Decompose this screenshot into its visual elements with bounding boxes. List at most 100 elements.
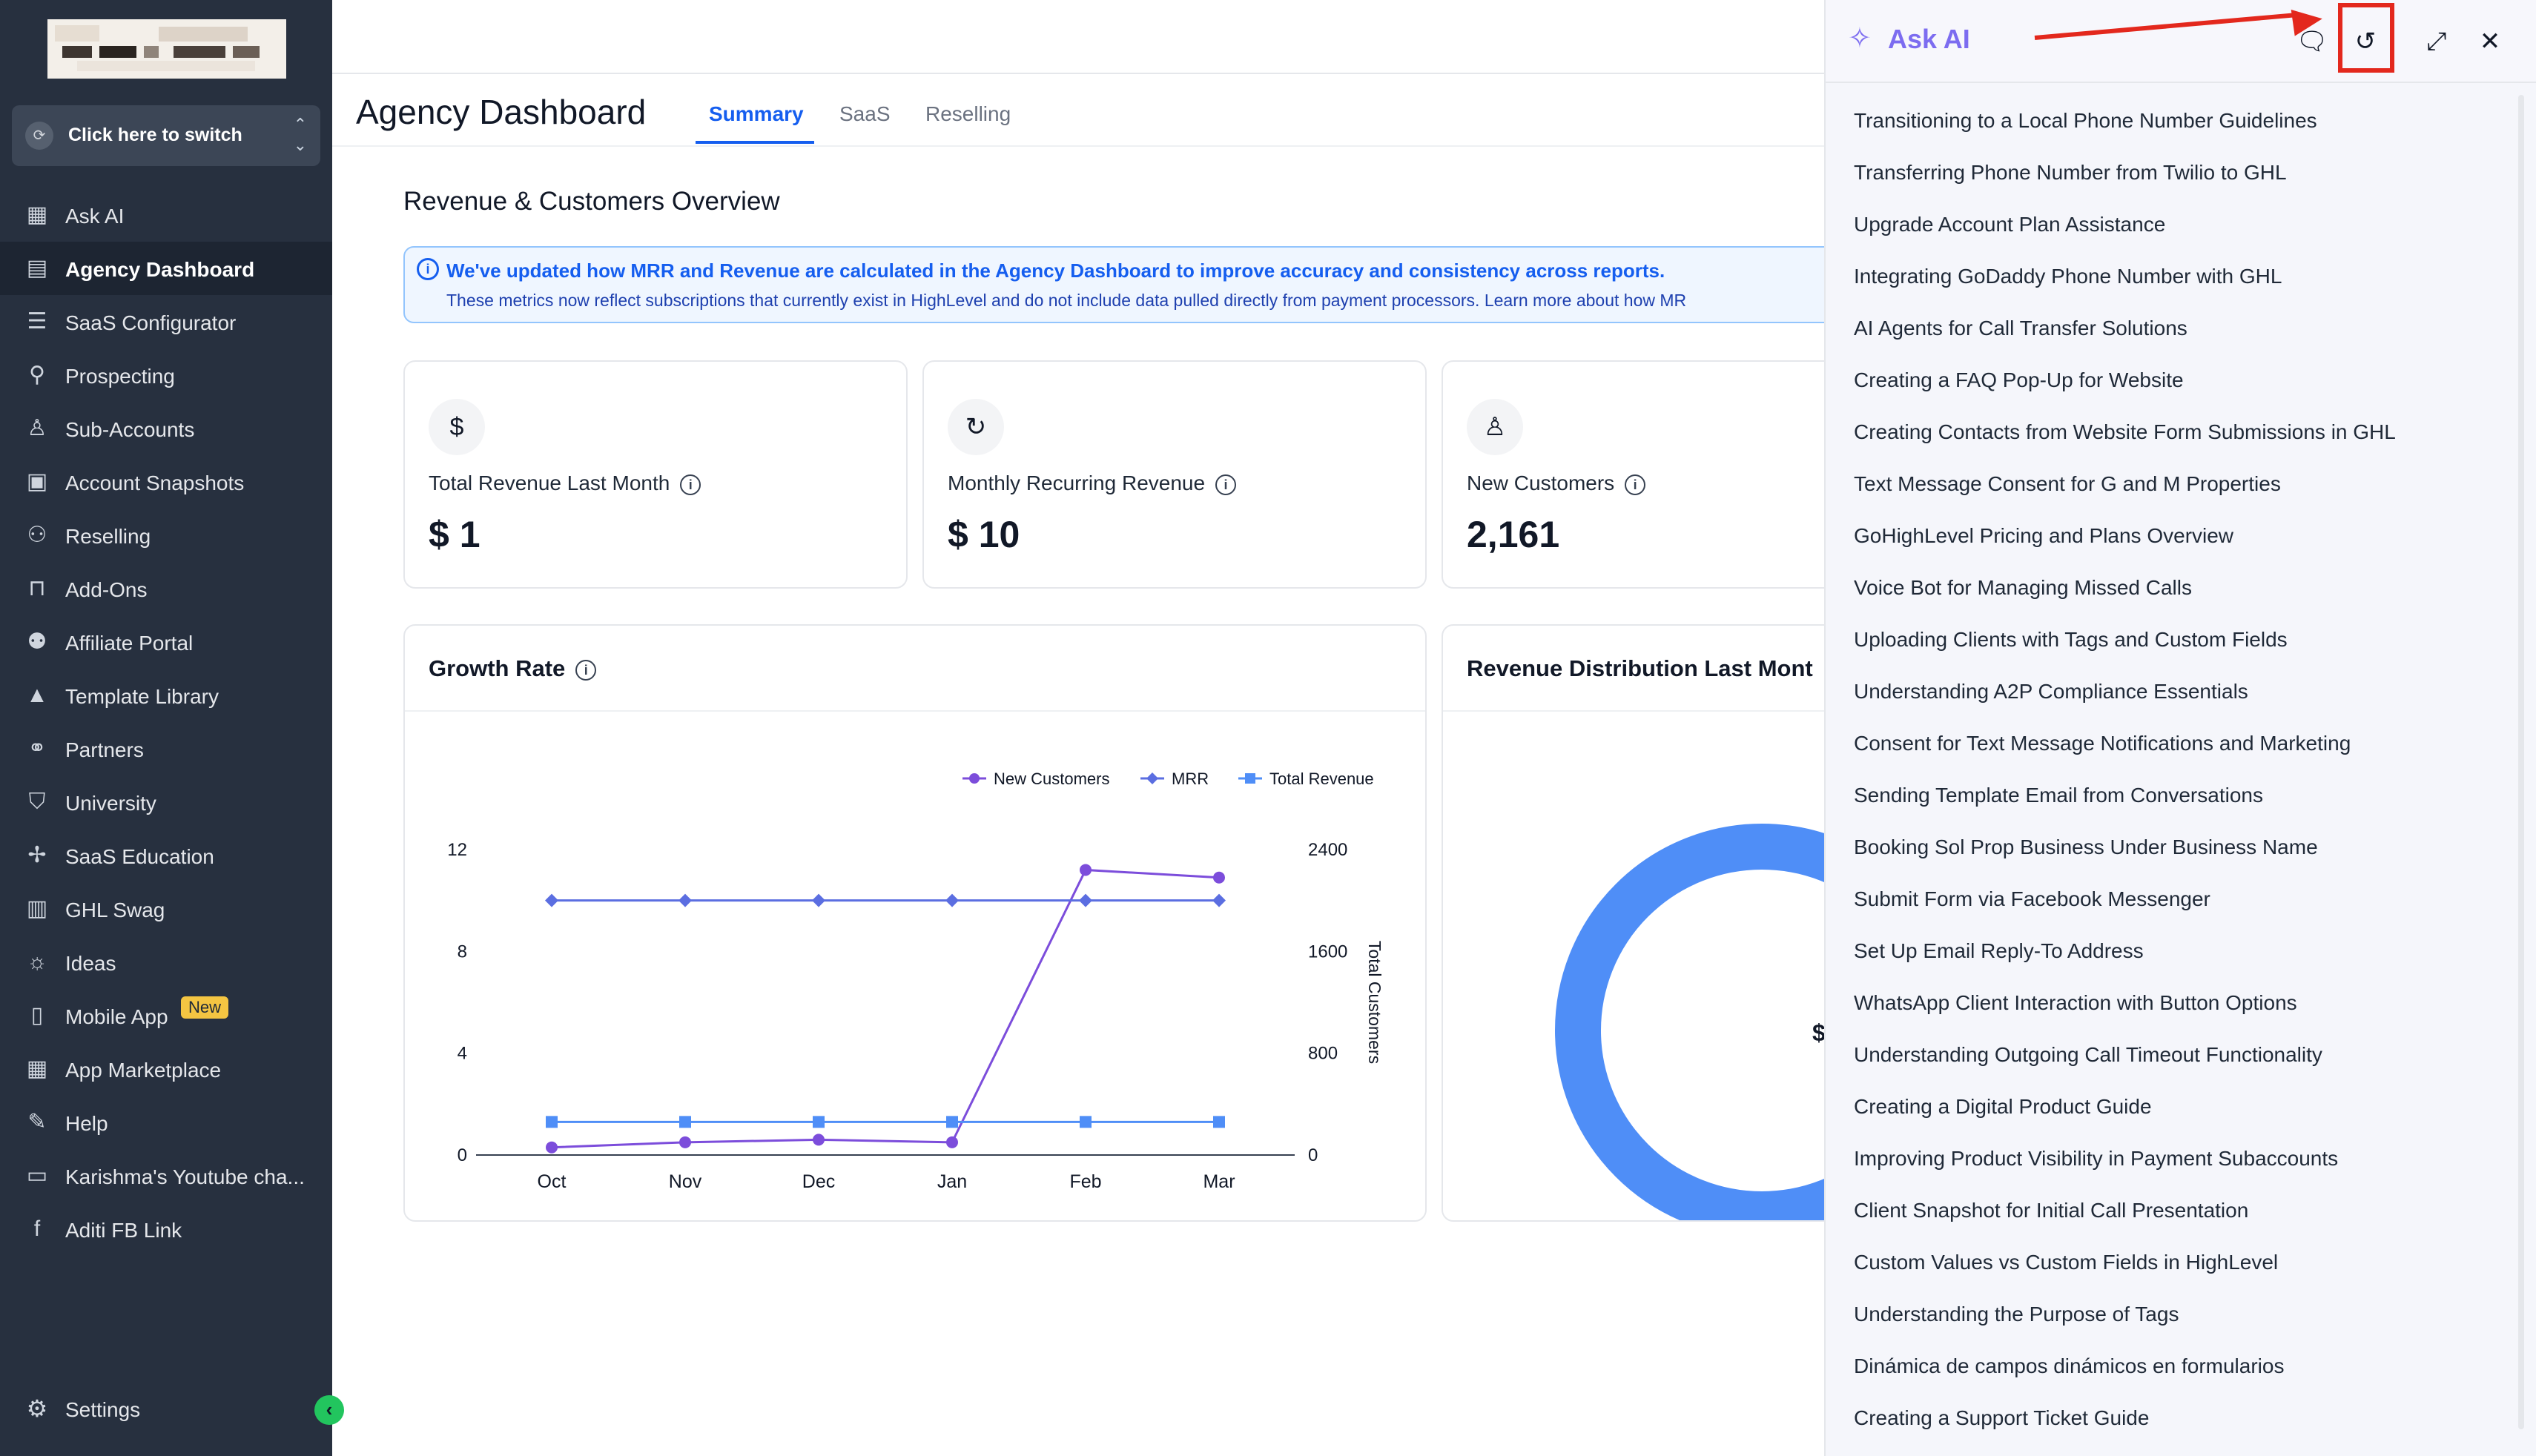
chat-history-item[interactable]: Sending Template Email from Conversation…: [1854, 784, 2263, 807]
donut-ring: [1555, 824, 1944, 1220]
data-point[interactable]: [1212, 893, 1226, 907]
data-point[interactable]: [678, 893, 692, 907]
tab-summary[interactable]: Summary: [709, 102, 804, 125]
chat-history-item[interactable]: AI Agents for Call Transfer Solutions: [1854, 317, 2187, 340]
sidebar-item-reselling[interactable]: ⚇ Reselling: [0, 509, 332, 562]
chat-history-item[interactable]: Creating a Support Ticket Guide: [1854, 1406, 2150, 1429]
data-point[interactable]: [812, 893, 825, 907]
sidebar-item-saas-education[interactable]: ✢ SaaS Education: [0, 829, 332, 882]
data-point[interactable]: [1080, 1116, 1092, 1128]
chat-history-item[interactable]: Creating Contacts from Website Form Subm…: [1854, 420, 2396, 443]
bars-icon: ☰: [27, 309, 47, 334]
close-icon[interactable]: ✕: [2479, 27, 2501, 56]
legend-label[interactable]: Total Revenue: [1269, 770, 1374, 788]
y-right-axis-label: Total Customers: [1365, 941, 1384, 1064]
data-point[interactable]: [679, 1116, 691, 1128]
network-icon: ⚇: [27, 523, 47, 547]
data-point[interactable]: [946, 1116, 958, 1128]
sidebar-item-label: Account Snapshots: [65, 471, 245, 494]
chat-history-item[interactable]: Set Up Email Reply-To Address: [1854, 939, 2144, 962]
chat-history-item[interactable]: Improving Product Visibility in Payment …: [1854, 1147, 2339, 1170]
collapse-sidebar-button[interactable]: ‹: [314, 1395, 344, 1425]
sidebar-item-ghl-swag[interactable]: ▥ GHL Swag: [0, 882, 332, 936]
chat-history-item[interactable]: Understanding Outgoing Call Timeout Func…: [1854, 1043, 2322, 1066]
info-icon[interactable]: i: [1625, 474, 1646, 495]
data-point[interactable]: [546, 1141, 558, 1154]
gear-icon: ⚙: [26, 1395, 48, 1422]
data-point[interactable]: [813, 1134, 825, 1146]
data-point[interactable]: [946, 1136, 958, 1148]
sidebar-item-add-ons[interactable]: ⊓ Add-Ons: [0, 562, 332, 615]
sidebar-nav: ▦ Ask AI ▤ Agency Dashboard ☰ SaaS Configurat…: [0, 188, 332, 1256]
chat-history-item[interactable]: Booking Sol Prop Business Under Business…: [1854, 835, 2318, 858]
history-icon[interactable]: ↺: [2354, 27, 2377, 56]
chat-history-item[interactable]: Understanding the Purpose of Tags: [1854, 1303, 2179, 1326]
sidebar-item-university[interactable]: ⛉ University: [0, 775, 332, 829]
history-scrollbar[interactable]: [2518, 95, 2524, 1429]
chat-history-item[interactable]: Uploading Clients with Tags and Custom F…: [1854, 628, 2288, 651]
legend-label[interactable]: MRR: [1172, 770, 1209, 788]
info-icon[interactable]: i: [575, 659, 597, 681]
new-chat-icon[interactable]: 🗨: [2296, 27, 2328, 56]
grid-icon: ▦: [26, 202, 48, 227]
data-point[interactable]: [1080, 864, 1092, 876]
sidebar-item-affiliate-portal[interactable]: ⚉ Affiliate Portal: [0, 615, 332, 669]
data-point[interactable]: [813, 1116, 825, 1128]
chat-history-item[interactable]: Submit Form via Facebook Messenger: [1854, 887, 2210, 910]
y-left-tick-label: 0: [458, 1145, 467, 1165]
data-point[interactable]: [679, 1136, 691, 1148]
chat-history-item[interactable]: WhatsApp Client Interaction with Button …: [1854, 991, 2297, 1014]
sidebar-item-settings[interactable]: ⚙ Settings: [0, 1382, 332, 1435]
chat-history-item[interactable]: Integrating GoDaddy Phone Number with GH…: [1854, 265, 2282, 288]
data-point[interactable]: [945, 893, 959, 907]
expand-icon[interactable]: ⤢: [2426, 27, 2447, 56]
chat-history-item[interactable]: Creating a FAQ Pop-Up for Website: [1854, 368, 2184, 391]
data-point[interactable]: [1079, 893, 1092, 907]
active-tab-indicator: [696, 141, 814, 144]
chat-history-item[interactable]: Voice Bot for Managing Missed Calls: [1854, 576, 2192, 599]
chat-history-item[interactable]: Upgrade Account Plan Assistance: [1854, 213, 2166, 236]
sidebar-item-template-library[interactable]: ▲ Template Library: [0, 669, 332, 722]
legend-label[interactable]: New Customers: [994, 770, 1109, 788]
agency-logo[interactable]: [47, 19, 286, 79]
chat-history-item[interactable]: Transferring Phone Number from Twilio to…: [1854, 161, 2287, 184]
sidebar-item-ideas[interactable]: ☼ Ideas: [0, 936, 332, 989]
sidebar-item-label: GHL Swag: [65, 899, 165, 921]
sidebar-item-saas-configurator[interactable]: ☰ SaaS Configurator: [0, 295, 332, 348]
sidebar-item-app-marketplace[interactable]: ▦ App Marketplace: [0, 1042, 332, 1096]
sidebar-item-prospecting[interactable]: ⚲ Prospecting: [0, 348, 332, 402]
chat-history-item[interactable]: Text Message Consent for G and M Propert…: [1854, 472, 2281, 495]
chat-history-item[interactable]: Creating a Digital Product Guide: [1854, 1095, 2152, 1118]
account-switcher[interactable]: ⟳ Click here to switch ⌃ ⌄: [12, 105, 320, 166]
sidebar-item-aditi-fb-link[interactable]: f Aditi FB Link: [0, 1202, 332, 1256]
info-icon[interactable]: i: [1215, 474, 1237, 495]
ask-ai-title: Ask AI: [1888, 24, 1970, 54]
sidebar-item-agency-dashboard[interactable]: ▤ Agency Dashboard: [0, 242, 332, 295]
data-point[interactable]: [545, 893, 558, 907]
chat-history-item[interactable]: Understanding A2P Compliance Essentials: [1854, 680, 2248, 703]
chat-history-item[interactable]: Client Snapshot for Initial Call Present…: [1854, 1199, 2249, 1222]
chat-history-item[interactable]: Dinámica de campos dinámicos en formular…: [1854, 1354, 2285, 1377]
chat-history-item[interactable]: Consent for Text Message Notifications a…: [1854, 732, 2351, 755]
data-point[interactable]: [1213, 871, 1225, 884]
sidebar-item-help[interactable]: ✎ Help: [0, 1096, 332, 1149]
chat-history-item[interactable]: Transitioning to a Local Phone Number Gu…: [1854, 109, 2317, 132]
notice-body[interactable]: These metrics now reflect subscriptions …: [446, 291, 1687, 310]
info-icon[interactable]: i: [680, 474, 701, 495]
chat-history-item[interactable]: GoHighLevel Pricing and Plans Overview: [1854, 524, 2234, 547]
tab-saas[interactable]: SaaS: [839, 102, 891, 125]
sidebar-item-label: Mobile App: [65, 1005, 168, 1028]
sidebar-item-label: App Marketplace: [65, 1059, 222, 1082]
chat-history-item[interactable]: Custom Values vs Custom Fields in HighLe…: [1854, 1251, 2279, 1274]
sidebar-item-account-snapshots[interactable]: ▣ Account Snapshots: [0, 455, 332, 509]
sidebar-item-karishma-s-youtube-cha[interactable]: ▭ Karishma's Youtube cha...: [0, 1149, 332, 1202]
data-point[interactable]: [1213, 1116, 1225, 1128]
sidebar-item-mobile-app[interactable]: ▯ Mobile App New: [0, 989, 332, 1042]
sidebar-item-ask-ai[interactable]: ▦ Ask AI: [0, 188, 332, 242]
data-point[interactable]: [546, 1116, 558, 1128]
tab-reselling[interactable]: Reselling: [925, 102, 1011, 125]
x-tick-label: Feb: [1069, 1171, 1101, 1192]
sidebar-item-sub-accounts[interactable]: ♙ Sub-Accounts: [0, 402, 332, 455]
ask-ai-panel: ✧ Ask AI 🗨 ↺ ⤢ ✕ Transitioning to a Loca…: [1824, 0, 2536, 1456]
sidebar-item-partners[interactable]: ⚭ Partners: [0, 722, 332, 775]
